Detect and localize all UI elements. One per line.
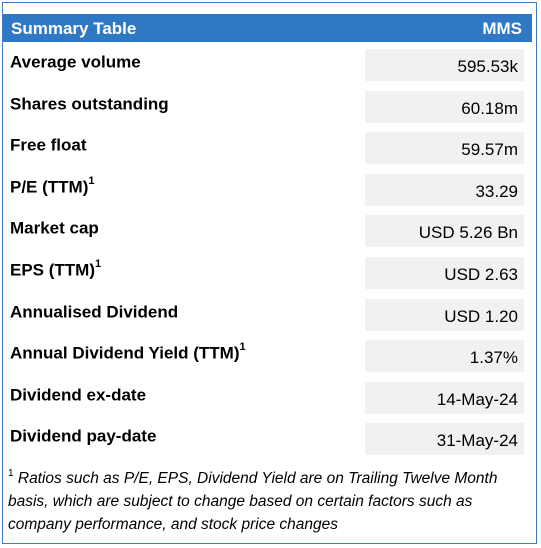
table-body: Average volume 595.53k Shares outstandin… — [3, 44, 532, 460]
row-value: USD 1.20 — [365, 298, 524, 331]
table-row: Dividend ex-date 14-May-24 — [3, 377, 532, 419]
row-label: Annualised Dividend — [10, 302, 179, 322]
row-label: EPS (TTM)1 — [10, 257, 102, 280]
table-row: Free float 59.57m — [3, 127, 532, 169]
footnote-text: Ratios such as P/E, EPS, Dividend Yield … — [8, 470, 498, 534]
footnote: 1 Ratios such as P/E, EPS, Dividend Yiel… — [8, 463, 530, 536]
table-row: Shares outstanding 60.18m — [3, 86, 532, 128]
table-header: Summary Table MMS — [3, 14, 532, 42]
row-value: 14-May-24 — [365, 381, 524, 414]
row-value: 59.57m — [365, 132, 524, 165]
row-value: USD 5.26 Bn — [365, 215, 524, 248]
row-value: USD 2.63 — [365, 256, 524, 289]
table-row: Market cap USD 5.26 Bn — [3, 210, 532, 252]
column-header: MMS — [482, 19, 522, 38]
table-row: Dividend pay-date 31-May-24 — [3, 418, 532, 460]
row-label: Average volume — [10, 52, 141, 72]
row-value: 595.53k — [365, 49, 524, 81]
row-label: Market cap — [10, 219, 99, 239]
row-label: Dividend ex-date — [10, 385, 147, 405]
row-value: 33.29 — [365, 173, 524, 206]
row-value: 60.18m — [365, 90, 524, 123]
table-row: Annualised Dividend USD 1.20 — [3, 294, 532, 336]
row-label: Dividend pay-date — [10, 427, 157, 446]
table-title: Summary Table — [11, 19, 137, 38]
table-row: Average volume 595.53k — [3, 44, 532, 86]
row-label: Free float — [10, 135, 87, 155]
table-row: Annual Dividend Yield (TTM)1 1.37% — [3, 335, 532, 377]
table-row: P/E (TTM)1 33.29 — [3, 169, 532, 211]
footnote-marker: 1 — [8, 468, 14, 479]
row-label: Shares outstanding — [10, 94, 169, 114]
row-value: 31-May-24 — [365, 423, 524, 456]
row-value: 1.37% — [365, 340, 524, 373]
table-row: EPS (TTM)1 USD 2.63 — [3, 252, 532, 294]
row-label: Annual Dividend Yield (TTM)1 — [10, 341, 246, 363]
row-label: P/E (TTM)1 — [10, 174, 95, 197]
